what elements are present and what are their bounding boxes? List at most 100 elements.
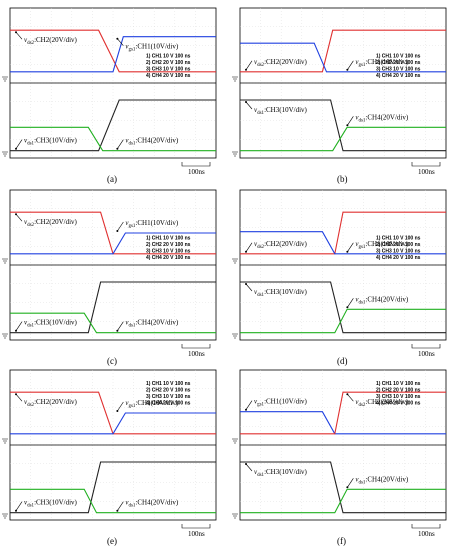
label-arrow-icon	[117, 401, 124, 412]
channel-label-ch3: vds1:CH3(10V/div)	[24, 499, 78, 509]
channel-label-ch1: vgs1:CH1(10V/div)	[355, 58, 409, 68]
channel-label-ch2: vds2:CH2(20V/div)	[254, 240, 308, 250]
legend-entry: 4) CH4 20 V 100 ns	[376, 73, 421, 79]
arrow-head-icon	[116, 410, 119, 412]
scope-panel-4: vds2:CH2(20V/div) vgs1:CH1(10V/div) vds1:C…	[2, 369, 217, 546]
channel-label-ch3: vds1:CH3(10V/div)	[24, 319, 78, 329]
legend-entry: 4) CH4 20 V 100 ns	[146, 73, 191, 79]
channel-legend: 1) CH1 10 V 100 ns2) CH2 20 V 100 ns3) C…	[146, 381, 191, 407]
legend-entry: 3) CH3 10 V 100 ns	[146, 249, 191, 255]
label-arrow-icon	[117, 139, 124, 149]
channel-label-ch1: vgs1:CH1(10V/div)	[125, 219, 179, 229]
label-arrow-icon	[347, 478, 354, 488]
legend-entry: 3) CH3 10 V 100 ns	[376, 67, 421, 73]
arrow-head-icon	[15, 329, 17, 332]
ground-marker-icon	[232, 76, 238, 82]
panel-caption: (c)	[107, 356, 117, 366]
channel-legend: 1) CH1 10 V 100 ns2) CH2 20 V 100 ns3) C…	[146, 54, 191, 80]
label-arrow-icon	[245, 60, 253, 70]
waveform-ch4	[240, 126, 446, 152]
arrow-head-icon	[245, 463, 247, 465]
waveform-ch4	[10, 488, 216, 514]
arrow-head-icon	[116, 329, 119, 332]
legend-entry: 2) CH2 20 V 100 ns	[146, 60, 191, 66]
arrow-head-icon	[116, 147, 119, 150]
label-arrow-icon	[15, 501, 23, 511]
time-scale-bracket-icon	[181, 524, 211, 529]
waveform-ch3	[240, 461, 446, 514]
legend-entry: 4) CH4 20 V 100 ns	[146, 401, 191, 407]
panel-caption: (d)	[337, 356, 348, 366]
arrow-head-icon	[346, 393, 349, 396]
arrow-head-icon	[346, 250, 349, 253]
channel-label-ch4: vds1:CH4(20V/div)	[355, 295, 409, 305]
channel-label-ch4: vds1:CH4(20V/div)	[125, 499, 179, 509]
waveform-ch1	[240, 411, 446, 435]
waveform-ch4	[240, 308, 446, 334]
waveform-ch1	[240, 42, 446, 73]
arrow-head-icon	[116, 230, 119, 232]
channel-label-ch2: vds2:CH2(20V/div)	[254, 58, 308, 68]
channel-label-ch1: vgs1:CH1(10V/div)	[125, 43, 179, 53]
time-scale-bracket-icon	[411, 524, 441, 529]
ground-marker-icon	[2, 151, 8, 157]
time-scale-bracket-icon	[411, 162, 441, 167]
ground-marker-icon	[232, 513, 238, 519]
channel-label-ch4: vds1:CH4(20V/div)	[355, 113, 409, 123]
channel-legend: 1) CH1 10 V 100 ns2) CH2 20 V 100 ns3) C…	[376, 381, 421, 407]
waveform-ch1	[10, 36, 216, 73]
time-scale-label: 100ns	[418, 350, 435, 358]
label-arrow-icon	[347, 242, 354, 252]
legend-entry: 1) CH1 10 V 100 ns	[146, 54, 191, 60]
arrow-head-icon	[245, 250, 247, 253]
arrow-head-icon	[346, 68, 349, 71]
label-arrow-icon	[347, 394, 354, 402]
ground-marker-icon	[2, 76, 8, 82]
waveform-ch1	[240, 231, 446, 255]
legend-entry: 2) CH2 20 V 100 ns	[376, 60, 421, 66]
channel-label-ch3: vds1:CH3(10V/div)	[254, 288, 308, 298]
label-arrow-icon	[245, 283, 253, 292]
label-arrow-icon	[245, 400, 253, 410]
waveform-ch2	[10, 211, 216, 255]
channel-label-ch4: vds1:CH4(20V/div)	[355, 475, 409, 485]
waveform-ch2	[240, 29, 446, 73]
arrow-head-icon	[245, 408, 247, 411]
waveform-ch4	[10, 126, 216, 152]
waveform-ch3	[240, 99, 446, 152]
legend-entry: 3) CH3 10 V 100 ns	[146, 394, 191, 400]
panel-caption: (b)	[337, 174, 348, 184]
legend-entry: 3) CH3 10 V 100 ns	[376, 394, 421, 400]
scope-panel-3: vds2:CH2(20V/div) vgs1:CH1(10V/div) vds1:C…	[232, 189, 447, 366]
time-scale-bracket-icon	[411, 344, 441, 349]
arrow-head-icon	[15, 147, 17, 150]
arrow-head-icon	[245, 283, 247, 285]
panel-caption: (f)	[337, 536, 346, 546]
legend-entry: 4) CH4 20 V 100 ns	[376, 401, 421, 407]
channel-label-ch3: vds1:CH3(10V/div)	[254, 468, 308, 478]
waveform-ch2	[10, 391, 216, 435]
label-arrow-icon	[15, 321, 23, 331]
ground-marker-icon	[232, 438, 238, 444]
arrow-head-icon	[346, 306, 349, 309]
channel-label-ch4: vds1:CH4(20V/div)	[125, 137, 179, 147]
time-scale-label: 100ns	[418, 168, 435, 176]
waveform-ch3	[10, 281, 216, 334]
legend-entry: 3) CH3 10 V 100 ns	[146, 67, 191, 73]
arrow-head-icon	[245, 101, 247, 103]
legend-entry: 1) CH1 10 V 100 ns	[146, 236, 191, 242]
ground-marker-icon	[2, 513, 8, 519]
waveform-ch3	[240, 281, 446, 334]
arrow-head-icon	[346, 486, 349, 489]
panel-caption: (a)	[107, 174, 117, 184]
legend-entry: 4) CH4 20 V 100 ns	[146, 255, 191, 261]
legend-entry: 1) CH1 10 V 100 ns	[146, 381, 191, 387]
waveform-ch3	[10, 461, 216, 514]
scope-panel-5: vgs1:CH1(10V/div) vds2:CH2(20V/div) vds1:C…	[232, 369, 447, 546]
legend-entry: 1) CH1 10 V 100 ns	[376, 381, 421, 387]
legend-entry: 2) CH2 20 V 100 ns	[146, 388, 191, 394]
scope-panel-1: vds2:CH2(20V/div) vgs1:CH1(10V/div) vds1:C…	[232, 7, 447, 184]
ground-marker-icon	[232, 258, 238, 264]
label-arrow-icon	[15, 214, 23, 222]
